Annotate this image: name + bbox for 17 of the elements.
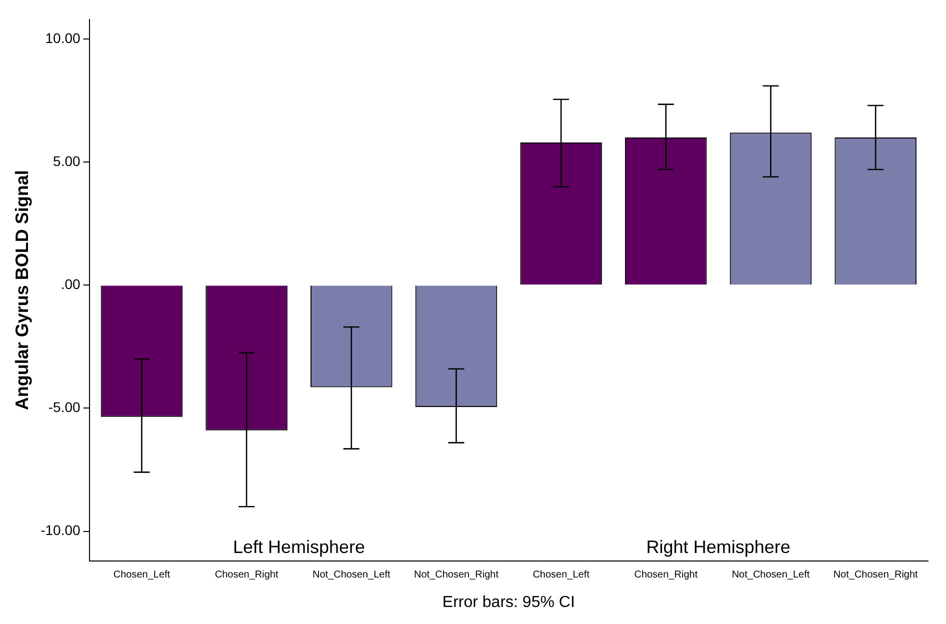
annotation: Left Hemisphere [232,536,366,557]
y-tick-label: 10.00 [45,30,80,46]
y-tick-label: .00 [60,276,81,292]
x-tick-label: Chosen_Left [113,570,170,581]
x-tick-label: Not_Chosen_Right [833,570,918,581]
annotation: Right Hemisphere [646,536,790,557]
x-axis-title: Error bars: 95% CI [442,594,575,611]
y-tick-label: 5.00 [53,152,81,169]
x-tick-label: Chosen_Left [532,570,590,581]
x-tick-label: Not_Chosen_Right [414,570,499,581]
x-tick-label: Chosen_Right [634,570,698,581]
y-axis-title: Angular Gyrus BOLD Signal [12,170,32,410]
x-tick-label: Not_Chosen_Left [732,570,810,581]
x-tick-label: Chosen_Right [214,570,278,581]
y-tick-label: -5.00 [48,399,80,416]
y-tick-label: -10.00 [40,522,81,538]
x-tick-label: Not_Chosen_Left [312,570,391,581]
